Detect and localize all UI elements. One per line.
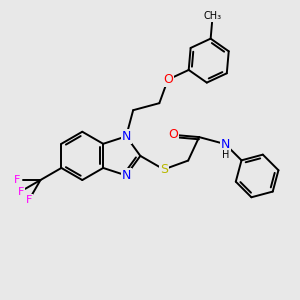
Text: F: F [26,195,32,205]
Text: F: F [14,175,21,185]
Text: S: S [160,163,168,176]
Text: N: N [122,130,131,143]
Text: N: N [122,169,131,182]
Text: F: F [17,187,24,196]
Text: CH₃: CH₃ [204,11,222,21]
Text: N: N [220,138,230,151]
Text: O: O [168,128,178,141]
Text: H: H [222,150,229,160]
Text: O: O [163,73,173,86]
